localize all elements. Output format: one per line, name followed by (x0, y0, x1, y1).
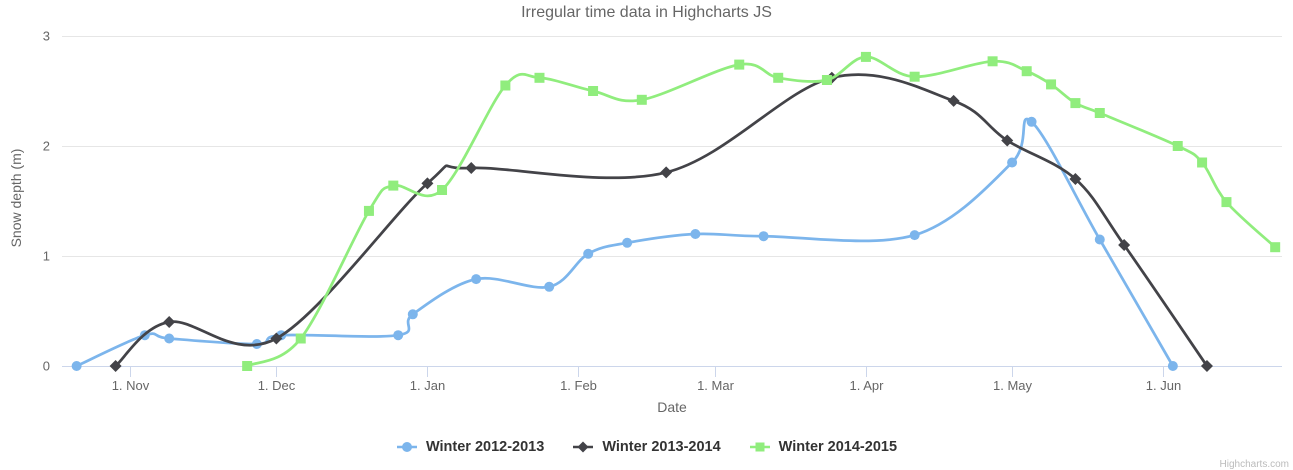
data-point-winter-2014-2015[interactable] (1021, 66, 1032, 77)
data-point-winter-2014-2015[interactable] (1094, 108, 1105, 118)
legend-square-marker-icon (749, 442, 770, 452)
data-point-winter-2014-2015[interactable] (437, 185, 448, 195)
data-point-winter-2012-2013[interactable] (71, 361, 82, 371)
data-point-winter-2013-2014[interactable] (270, 332, 283, 345)
series-line-winter-2014-2015[interactable] (245, 55, 1277, 368)
data-point-winter-2014-2015[interactable] (295, 333, 306, 344)
data-point-winter-2013-2014[interactable] (421, 177, 434, 190)
legend: Winter 2012-2013 Winter 2013-2014 Winter… (0, 439, 1293, 455)
data-point-winter-2014-2015[interactable] (242, 361, 253, 371)
x-axis-title: Date (657, 399, 687, 415)
data-point-winter-2014-2015[interactable] (388, 180, 399, 191)
data-point-winter-2014-2015[interactable] (1172, 141, 1183, 151)
y-tick-label: 2 (43, 139, 50, 154)
data-point-winter-2014-2015[interactable] (500, 80, 511, 91)
data-point-winter-2014-2015[interactable] (1270, 242, 1281, 253)
data-point-winter-2014-2015[interactable] (821, 75, 832, 85)
data-point-winter-2013-2014[interactable] (1001, 134, 1014, 147)
y-tick-label: 0 (43, 359, 50, 374)
data-point-winter-2014-2015[interactable] (1197, 157, 1208, 168)
data-point-winter-2014-2015[interactable] (773, 72, 784, 83)
data-point-winter-2012-2013[interactable] (909, 230, 920, 241)
data-point-winter-2013-2014[interactable] (947, 94, 960, 107)
data-point-winter-2013-2014[interactable] (660, 166, 673, 179)
data-point-winter-2012-2013[interactable] (1094, 234, 1105, 245)
data-point-winter-2012-2013[interactable] (690, 229, 701, 239)
data-point-winter-2013-2014[interactable] (163, 316, 176, 328)
data-point-winter-2014-2015[interactable] (1070, 98, 1081, 109)
data-point-winter-2012-2013[interactable] (393, 330, 404, 341)
data-point-winter-2012-2013[interactable] (164, 333, 175, 344)
legend-circle-marker-icon (396, 442, 417, 452)
data-point-winter-2012-2013[interactable] (583, 248, 594, 259)
data-point-winter-2012-2013[interactable] (758, 231, 769, 242)
data-point-winter-2012-2013[interactable] (1007, 157, 1018, 168)
data-point-winter-2013-2014[interactable] (1118, 239, 1131, 251)
legend-symbol (755, 442, 765, 452)
data-point-winter-2013-2014[interactable] (109, 360, 122, 372)
x-tick-label: 1. Jan (410, 378, 445, 393)
data-point-winter-2014-2015[interactable] (1046, 79, 1057, 90)
x-tick-label: 1. Jun (1146, 378, 1181, 393)
x-tick-label: 1. Nov (112, 378, 150, 393)
data-point-winter-2012-2013[interactable] (1167, 361, 1178, 371)
legend-item-winter-2013-2014[interactable]: Winter 2013-2014 (572, 439, 721, 455)
legend-item-label: Winter 2014-2015 (778, 439, 898, 455)
data-point-winter-2013-2014[interactable] (1200, 360, 1213, 372)
x-tick-label: 1. Mar (697, 378, 735, 393)
legend-item-winter-2014-2015[interactable]: Winter 2014-2015 (749, 439, 897, 455)
data-point-winter-2014-2015[interactable] (588, 86, 599, 96)
x-tick-label: 1. Apr (850, 378, 885, 393)
data-point-winter-2014-2015[interactable] (1221, 197, 1232, 208)
data-point-winter-2014-2015[interactable] (734, 59, 745, 70)
data-point-winter-2012-2013[interactable] (407, 309, 418, 320)
data-point-winter-2014-2015[interactable] (987, 56, 998, 67)
legend-symbol (577, 441, 589, 453)
data-point-winter-2014-2015[interactable] (534, 72, 545, 83)
x-tick-label: 1. Dec (258, 378, 296, 393)
data-point-winter-2012-2013[interactable] (622, 237, 633, 248)
data-point-winter-2014-2015[interactable] (860, 51, 871, 62)
legend-item-winter-2012-2013[interactable]: Winter 2012-2013 (396, 439, 544, 455)
x-tick-label: 1. May (993, 378, 1033, 393)
legend-item-label: Winter 2012-2013 (425, 439, 545, 455)
data-point-winter-2014-2015[interactable] (636, 94, 647, 105)
data-point-winter-2012-2013[interactable] (544, 281, 555, 292)
series-line-winter-2013-2014[interactable] (114, 73, 1209, 368)
x-tick-label: 1. Feb (560, 378, 597, 393)
legend-diamond-marker-icon (573, 441, 594, 453)
data-point-winter-2014-2015[interactable] (909, 71, 920, 82)
data-point-winter-2012-2013[interactable] (1026, 116, 1037, 127)
chart-title: Irregular time data in Highcharts JS (521, 4, 772, 21)
y-tick-label: 3 (43, 29, 50, 44)
y-tick-label: 1 (43, 249, 50, 264)
legend-symbol (401, 442, 412, 452)
data-point-winter-2014-2015[interactable] (363, 205, 374, 216)
data-point-winter-2012-2013[interactable] (471, 274, 482, 285)
data-point-winter-2013-2014[interactable] (1069, 173, 1082, 185)
data-point-winter-2013-2014[interactable] (465, 162, 478, 174)
legend-item-label: Winter 2013-2014 (602, 439, 721, 455)
